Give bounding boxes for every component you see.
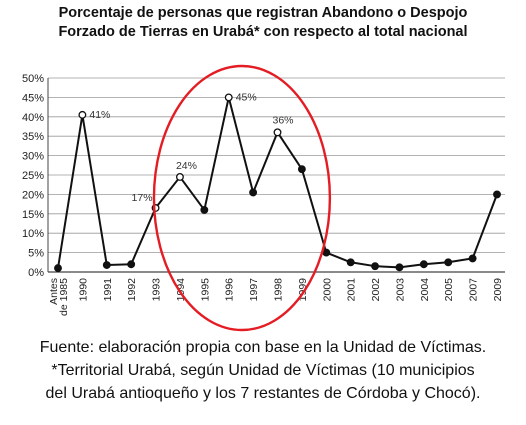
chart-title-line-2: Forzado de Tierras en Urabá* con respect…: [58, 24, 468, 40]
data-point: [224, 93, 233, 102]
source-note: Fuente: elaboración propia con base en l…: [0, 336, 526, 405]
data-label: 41%: [89, 109, 110, 121]
data-point: [175, 172, 184, 181]
data-point: [127, 260, 136, 269]
chart-title: Porcentaje de personas que registran Aba…: [0, 4, 526, 42]
x-tick-label: de 1985: [58, 278, 70, 316]
x-tick-label: 2007: [468, 278, 480, 302]
data-point: [54, 264, 62, 273]
x-tick-label: 1990: [77, 278, 89, 302]
data-point: [493, 190, 501, 199]
y-tick-label: 10%: [22, 228, 44, 240]
y-tick-label: 15%: [22, 209, 44, 221]
x-tick-label: 1993: [151, 278, 163, 302]
x-tick-label: Antes: [48, 278, 60, 305]
data-point: [102, 261, 111, 269]
x-tick-label: 2003: [394, 278, 406, 302]
y-tick-label: 25%: [22, 170, 44, 182]
x-tick-label: 2005: [443, 278, 455, 302]
x-tick-label: 2000: [321, 278, 333, 302]
x-tick-label: 1995: [199, 278, 211, 302]
data-point: [346, 258, 355, 267]
highlight-ellipse: [152, 64, 332, 332]
x-tick-label: 1996: [224, 278, 236, 302]
data-point: [444, 258, 453, 267]
x-tick-label: 2004: [419, 278, 431, 302]
data-point: [419, 260, 428, 269]
source-note-line-2: *Territorial Urabá, según Unidad de Víct…: [51, 362, 475, 379]
y-tick-label: 5%: [28, 248, 44, 260]
y-tick-label: 30%: [22, 151, 44, 163]
x-tick-label: 2002: [370, 278, 382, 302]
y-tick-label: 0%: [28, 267, 44, 279]
data-point: [297, 165, 306, 174]
data-label: 45%: [236, 91, 257, 103]
y-tick-label: 45%: [22, 92, 44, 104]
y-tick-label: 50%: [22, 73, 44, 85]
x-tick-label: 1998: [273, 278, 285, 302]
data-point: [395, 263, 404, 272]
y-tick-label: 20%: [22, 189, 44, 201]
data-label: 36%: [273, 114, 294, 126]
x-tick-label: 2009: [492, 278, 504, 302]
x-tick-label: 1991: [102, 278, 114, 302]
chart-title-line-1: Porcentaje de personas que registran Aba…: [58, 5, 468, 21]
x-tick-label: 1992: [126, 278, 138, 302]
data-point: [78, 110, 87, 119]
data-point: [322, 248, 331, 257]
data-point: [371, 262, 380, 271]
source-note-line-1: Fuente: elaboración propia con base en l…: [39, 339, 487, 356]
data-point: [200, 205, 209, 214]
x-tick-label: 2001: [346, 278, 358, 302]
data-point: [468, 254, 477, 263]
source-note-line-3: del Urabá antioqueño y los 7 restantes d…: [45, 385, 481, 402]
y-tick-label: 40%: [22, 112, 44, 124]
data-label: 17%: [132, 192, 153, 204]
data-point: [273, 128, 282, 137]
y-tick-label: 35%: [22, 131, 44, 143]
x-tick-label: 1997: [248, 278, 260, 302]
data-label: 24%: [176, 160, 197, 172]
data-point: [249, 188, 258, 197]
